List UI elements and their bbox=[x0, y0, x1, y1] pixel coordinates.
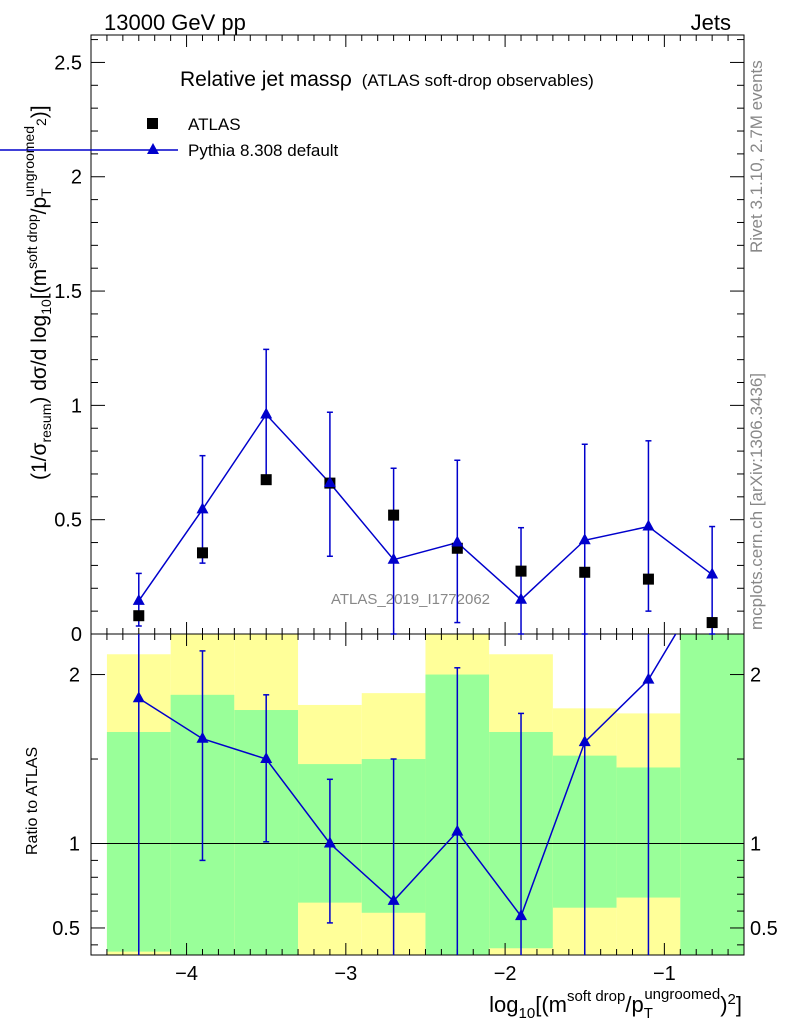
legend-marker-atlas bbox=[147, 118, 158, 129]
pythia-point bbox=[578, 533, 591, 545]
analysis-watermark: ATLAS_2019_I1772062 bbox=[331, 591, 490, 608]
header-right: Jets bbox=[691, 10, 731, 35]
y-top-tick-label: 1.5 bbox=[54, 281, 82, 303]
pythia-point bbox=[706, 567, 719, 579]
x-axis-label: log10[(msoft drop/pTungroomed)2] bbox=[489, 986, 742, 1022]
chart-title-note: (ATLAS soft-drop observables) bbox=[362, 71, 594, 90]
pythia-point bbox=[132, 593, 145, 605]
pythia-point bbox=[451, 535, 464, 547]
header-left: 13000 GeV pp bbox=[104, 10, 246, 35]
ratio-panel-frame bbox=[90, 633, 745, 956]
atlas-point bbox=[515, 565, 527, 577]
atlas-point bbox=[642, 573, 654, 585]
rivet-label: Rivet 3.1.10, 2.7M events bbox=[747, 60, 766, 253]
pythia-line bbox=[138, 413, 713, 602]
ratio-panel-data bbox=[132, 634, 677, 955]
y-ratio-tick-label: 0.5 bbox=[52, 918, 80, 940]
ratio-inner-band bbox=[680, 634, 744, 955]
ratio-point bbox=[260, 752, 273, 764]
axis-ticks: −4 −3 −2 −1 0 0.5 1 1.5 2 2.5 0.5 0.5 1 1 2 2 bbox=[52, 35, 778, 985]
x-tick-label: −3 bbox=[334, 963, 357, 985]
atlas-point bbox=[579, 566, 591, 578]
chart-title: Relative jet massρ (ATLAS soft-drop obse… bbox=[180, 68, 594, 91]
x-tick-label: −1 bbox=[653, 963, 676, 985]
ratio-point bbox=[196, 731, 209, 743]
y-top-tick-label: 1 bbox=[71, 395, 82, 417]
atlas-point bbox=[196, 547, 208, 559]
ratio-point bbox=[515, 909, 528, 921]
ratio-point bbox=[323, 836, 336, 848]
y-ratio-tick-label: 2 bbox=[69, 665, 80, 687]
pythia-point bbox=[642, 519, 655, 531]
y-ratio-tick-label: 1 bbox=[69, 833, 80, 855]
y-top-tick-label: 2 bbox=[71, 167, 82, 189]
ratio-point bbox=[387, 893, 400, 905]
y-ratio-tick-label-right: 0.5 bbox=[750, 918, 778, 940]
y-top-tick-label: 0.5 bbox=[54, 510, 82, 532]
pythia-point bbox=[260, 407, 273, 419]
ratio-point bbox=[578, 735, 591, 747]
chart-title-symbol: ρ bbox=[340, 68, 352, 91]
y-top-tick-label: 2.5 bbox=[54, 52, 82, 74]
atlas-point bbox=[706, 617, 718, 629]
pythia-point bbox=[196, 502, 209, 514]
atlas-point bbox=[260, 474, 272, 486]
pythia-point bbox=[515, 592, 528, 604]
legend-label-pythia: Pythia 8.308 default bbox=[188, 141, 339, 160]
atlas-point bbox=[451, 542, 463, 554]
mcplots-label: mcplots.cern.ch [arXiv:1306.3436] bbox=[747, 373, 766, 630]
y-axis-label-top: (1/σresum) dσ/d log10[(msoft drop/pTungr… bbox=[21, 105, 54, 480]
ratio-point bbox=[132, 691, 145, 703]
ratio-line bbox=[138, 634, 677, 918]
ratio-clipped-group bbox=[132, 634, 677, 955]
ratio-point bbox=[451, 824, 464, 836]
top-panel-data bbox=[132, 348, 719, 635]
atlas-point bbox=[388, 509, 400, 521]
pythia-point bbox=[323, 476, 336, 488]
atlas-point bbox=[133, 610, 145, 622]
legend: ATLAS Pythia 8.308 default bbox=[0, 115, 339, 160]
pythia-point bbox=[387, 552, 400, 564]
x-tick-label: −4 bbox=[175, 963, 198, 985]
y-top-tick-label: 0 bbox=[71, 624, 82, 646]
legend-marker-pythia bbox=[147, 143, 159, 154]
y-ratio-tick-label-right: 1 bbox=[750, 833, 761, 855]
x-tick-label: −2 bbox=[494, 963, 517, 985]
y-ratio-tick-label-right: 2 bbox=[750, 665, 761, 687]
legend-label-atlas: ATLAS bbox=[188, 115, 241, 134]
chart-title-main: Relative jet mass bbox=[180, 68, 340, 91]
y-axis-label-ratio: Ratio to ATLAS bbox=[24, 747, 41, 855]
ratio-point bbox=[642, 672, 655, 684]
